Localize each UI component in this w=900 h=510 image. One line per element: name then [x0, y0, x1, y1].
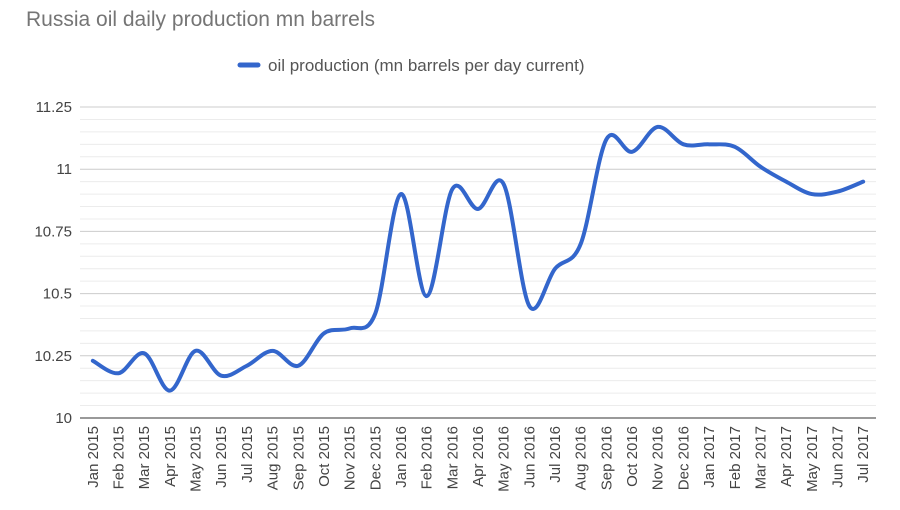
series-layer — [90, 124, 866, 394]
y-tick-label: 11 — [56, 161, 72, 178]
x-tick-label: May 2017 — [804, 426, 821, 492]
x-tick-label: Jun 2017 — [829, 426, 846, 488]
data-point[interactable] — [501, 181, 507, 187]
x-tick-label: Sep 2015 — [290, 426, 307, 490]
y-tick-label: 11.25 — [36, 99, 72, 116]
data-point[interactable] — [783, 179, 789, 185]
x-tick-label: Mar 2015 — [136, 426, 153, 489]
data-point[interactable] — [270, 348, 276, 354]
data-point[interactable] — [424, 293, 430, 299]
x-tick-label: Apr 2017 — [778, 426, 795, 487]
data-point[interactable] — [757, 164, 763, 170]
y-tick-label: 10 — [55, 410, 72, 427]
x-tick-label: May 2015 — [188, 426, 205, 492]
data-point[interactable] — [680, 141, 686, 147]
x-tick-label: Jan 2015 — [85, 426, 102, 488]
x-tick-label: Sep 2016 — [598, 426, 615, 490]
series-line[interactable] — [90, 124, 866, 393]
x-tick-label: Jul 2016 — [547, 426, 564, 483]
data-point[interactable] — [629, 149, 635, 155]
data-point[interactable] — [706, 141, 712, 147]
x-tick-label: Mar 2017 — [752, 426, 769, 489]
x-tick-label: Mar 2016 — [444, 426, 461, 489]
chart-title: Russia oil daily production mn barrels — [26, 8, 375, 31]
legend-label: oil production (mn barrels per day curre… — [268, 56, 585, 75]
legend[interactable]: oil production (mn barrels per day curre… — [237, 56, 585, 75]
x-tick-label: Jun 2015 — [213, 426, 230, 488]
data-point[interactable] — [193, 348, 199, 354]
y-tick-label: 10.5 — [43, 286, 72, 303]
x-tick-label: Feb 2017 — [727, 426, 744, 489]
data-point[interactable] — [475, 206, 481, 212]
x-tick-label: Jan 2016 — [393, 426, 410, 488]
x-tick-label: Apr 2016 — [470, 426, 487, 487]
x-tick-label: Dec 2016 — [675, 426, 692, 490]
data-point[interactable] — [218, 373, 224, 379]
data-point[interactable] — [578, 241, 584, 247]
data-point[interactable] — [732, 144, 738, 150]
data-point[interactable] — [398, 191, 404, 197]
x-tick-label: Dec 2015 — [367, 426, 384, 490]
data-point[interactable] — [90, 358, 96, 364]
x-tick-label: Jul 2015 — [239, 426, 256, 483]
data-point[interactable] — [141, 350, 147, 356]
data-point[interactable] — [655, 124, 661, 130]
x-tick-label: Apr 2015 — [162, 426, 179, 487]
data-point[interactable] — [347, 325, 353, 331]
data-point[interactable] — [809, 191, 815, 197]
data-point[interactable] — [372, 311, 378, 317]
x-tick-label: Jan 2017 — [701, 426, 718, 488]
x-tick-label: May 2016 — [496, 426, 513, 492]
x-tick-label: Nov 2016 — [650, 426, 667, 490]
data-point[interactable] — [834, 189, 840, 195]
data-point[interactable] — [860, 179, 866, 185]
x-tick-label: Feb 2016 — [419, 426, 436, 489]
x-tick-label: Jul 2017 — [855, 426, 872, 483]
x-tick-label: Oct 2016 — [624, 426, 641, 487]
data-point[interactable] — [167, 388, 173, 394]
x-axis-ticks: Jan 2015 Feb 2015 Mar 2015 Apr 2015 May 2015… — [85, 426, 872, 492]
data-point[interactable] — [295, 363, 301, 369]
x-tick-label: Jun 2016 — [521, 426, 538, 488]
data-point[interactable] — [116, 370, 122, 376]
grid-lines — [80, 106, 876, 419]
data-point[interactable] — [244, 363, 250, 369]
data-point[interactable] — [603, 136, 609, 142]
x-tick-label: Aug 2015 — [265, 426, 282, 490]
data-point[interactable] — [449, 186, 455, 192]
data-point[interactable] — [526, 303, 532, 309]
y-tick-label: 10.75 — [34, 223, 72, 240]
x-tick-label: Feb 2015 — [111, 426, 128, 489]
x-tick-label: Aug 2016 — [573, 426, 590, 490]
y-axis-ticks: 10 10.25 10.5 10.75 11 11.25 — [34, 99, 72, 427]
data-point[interactable] — [552, 266, 558, 272]
x-tick-label: Oct 2015 — [316, 426, 333, 487]
data-point[interactable] — [321, 330, 327, 336]
x-tick-label: Nov 2015 — [342, 426, 359, 490]
y-tick-label: 10.25 — [34, 348, 72, 365]
